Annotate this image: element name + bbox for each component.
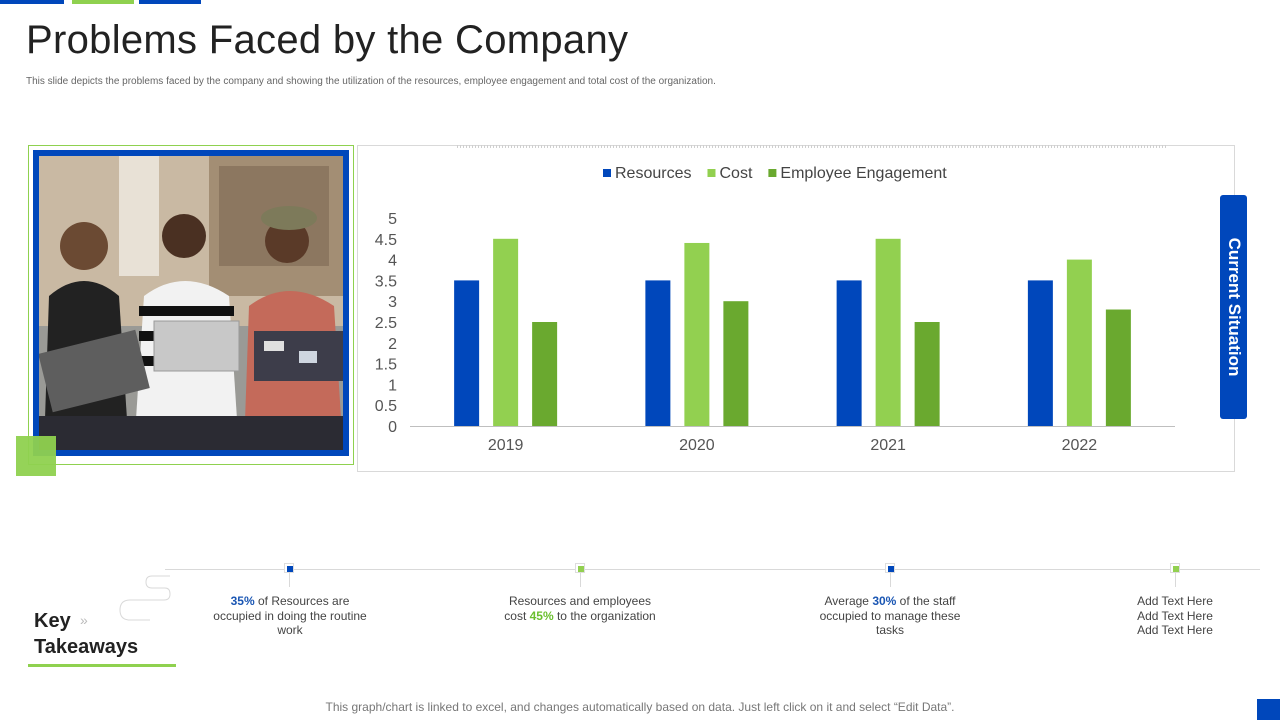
x-tick-label-2022: 2022 — [1062, 437, 1098, 454]
team-photo[interactable] — [33, 150, 349, 456]
y-tick-label-4: 2 — [388, 336, 397, 353]
team-photo-illustration — [39, 156, 343, 450]
timeline-marker-4 — [1170, 563, 1180, 573]
decorative-green-square — [16, 436, 56, 476]
bar-cost-2021 — [875, 238, 901, 426]
current-situation-tab[interactable]: Current Situation — [1220, 195, 1247, 419]
key-takeaways-line1: Key — [34, 610, 71, 632]
current-situation-label: Current Situation — [1224, 237, 1244, 377]
takeaway-3-highlight: 30% — [872, 594, 897, 608]
y-tick-label-2: 1 — [388, 377, 397, 394]
y-tick-label-7: 3.5 — [375, 273, 397, 290]
timeline-marker-3 — [885, 563, 895, 573]
bar-resources-2019 — [454, 280, 480, 426]
legend-swatch-resources — [603, 169, 611, 177]
timeline-tick-2 — [580, 573, 581, 587]
x-tick-label-2019: 2019 — [488, 437, 524, 454]
bar-employee-engagement-2021 — [914, 322, 940, 426]
x-tick-label-2020: 2020 — [679, 437, 715, 454]
timeline-line — [165, 569, 1260, 570]
top-accent-bar-3 — [139, 0, 201, 4]
takeaway-2-pre: Resources and employees cost — [504, 594, 652, 623]
y-tick-label-9: 4.5 — [375, 232, 397, 249]
bar-employee-engagement-2022 — [1105, 309, 1131, 426]
bar-resources-2020 — [645, 280, 671, 426]
page-subtitle: This slide depicts the problems faced by… — [26, 76, 716, 87]
timeline-tick-3 — [890, 573, 891, 587]
takeaway-3: Average 30% of the staff occupied to man… — [810, 594, 970, 638]
legend-label-resources: Resources — [615, 165, 691, 182]
y-tick-label-6: 3 — [388, 294, 397, 311]
takeaway-2-post: to the organization — [553, 608, 656, 623]
takeaway-2-highlight: 45% — [529, 608, 554, 623]
top-accent-bar-2 — [72, 0, 134, 4]
bar-cost-2020 — [684, 242, 710, 426]
footnote: This graph/chart is linked to excel, and… — [325, 700, 955, 714]
takeaway-4-line1: Add Text Here — [1137, 594, 1213, 608]
x-tick-label-2021: 2021 — [870, 437, 906, 454]
y-tick-label-8: 4 — [388, 253, 397, 270]
y-tick-label-1: 0.5 — [375, 398, 397, 415]
top-accent-bar-1 — [0, 0, 64, 4]
legend-label-cost: Cost — [719, 165, 752, 182]
timeline-marker-1 — [284, 563, 294, 573]
legend-swatch-cost — [707, 169, 716, 177]
y-tick-label-5: 2.5 — [375, 315, 397, 332]
y-tick-label-3: 1.5 — [375, 357, 397, 374]
photo-frame — [28, 145, 354, 465]
bar-employee-engagement-2020 — [723, 301, 749, 426]
key-takeaways-line2: Takeaways — [34, 636, 139, 658]
takeaway-3-pre: Average — [824, 594, 873, 608]
key-takeaways-heading: Key Takeaways — [34, 608, 138, 660]
takeaway-1: 35% of Resources are occupied in doing t… — [210, 594, 370, 638]
timeline-tick-1 — [289, 573, 290, 587]
page-title: Problems Faced by the Company — [26, 18, 629, 62]
bar-resources-2021 — [836, 280, 862, 426]
takeaway-1-post: of Resources are occupied in doing the r… — [213, 594, 367, 637]
takeaway-4-line3: Add Text Here — [1137, 623, 1213, 637]
legend-label-employee-engagement: Employee Engagement — [780, 165, 947, 182]
corner-accent-square — [1257, 699, 1280, 720]
timeline-marker-2 — [575, 563, 585, 573]
key-takeaways-underline — [28, 664, 176, 667]
legend-swatch-employee-engagement — [768, 169, 777, 177]
chevron-right-icon: » — [80, 612, 88, 628]
takeaway-3-post: of the staff occupied to manage these ta… — [819, 594, 961, 637]
y-tick-label-0: 0 — [388, 419, 397, 436]
takeaway-4[interactable]: Add Text Here Add Text Here Add Text Her… — [1095, 594, 1255, 638]
timeline-curve — [119, 575, 171, 621]
bar-cost-2019 — [493, 238, 519, 426]
bar-employee-engagement-2019 — [532, 322, 558, 426]
timeline-tick-4 — [1175, 573, 1176, 587]
bar-resources-2022 — [1027, 280, 1053, 426]
takeaway-1-highlight: 35% — [230, 594, 255, 608]
y-tick-label-10: 5 — [388, 211, 397, 228]
takeaway-2: Resources and employees cost 45% to the … — [500, 594, 660, 623]
takeaway-4-line2: Add Text Here — [1137, 608, 1213, 623]
bar-cost-2022 — [1066, 259, 1092, 426]
bar-chart[interactable]: 0 0.5 1 1.5 2 2.5 3 3.5 4 4.5 5 2019 2020 2021 2022 Res… — [357, 145, 1235, 472]
